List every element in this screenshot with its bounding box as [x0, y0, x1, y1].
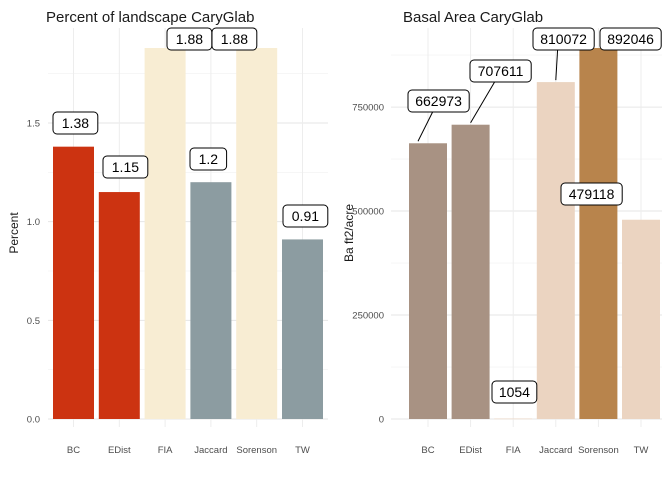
data-label: 1.15 [112, 159, 139, 175]
x-tick-label: FIA [506, 445, 521, 456]
x-tick-label: Sorenson [578, 445, 619, 456]
bar-edist [451, 124, 490, 419]
bar-edist [98, 192, 140, 419]
data-label: 0.91 [292, 208, 319, 224]
data-label: 707611 [478, 63, 524, 79]
y-tick-label: 1.5 [27, 118, 40, 129]
basal-area-chart-title: Basal Area CaryGlab [403, 9, 543, 26]
data-label-box [282, 204, 329, 228]
data-label: 662973 [415, 93, 462, 109]
bar-fia [144, 48, 186, 419]
bar-fia [494, 418, 533, 420]
bar-tw [282, 239, 323, 419]
y-tick-label: 250000 [352, 311, 384, 322]
data-label: 892046 [607, 31, 654, 47]
bar-sorenson [579, 48, 618, 419]
x-tick-label: Jaccard [539, 445, 572, 456]
data-label-box [52, 111, 99, 135]
x-tick-label: EDist [108, 445, 131, 456]
data-label-box [102, 155, 149, 179]
data-label-box [211, 27, 258, 51]
x-tick-label: Sorenson [236, 445, 277, 456]
x-tick-label: TW [634, 445, 649, 456]
bar-bc [53, 146, 94, 419]
data-label: 1.2 [199, 151, 219, 167]
data-label-box [560, 182, 623, 206]
data-label-box [407, 89, 470, 113]
y-tick-label: 750000 [352, 103, 384, 114]
x-tick-label: Jaccard [194, 445, 227, 456]
data-label-leader-line [555, 49, 559, 81]
x-tick-label: TW [295, 445, 310, 456]
bar-jaccard [536, 82, 575, 420]
bar-sorenson [236, 48, 278, 419]
data-label: 1.88 [176, 31, 203, 47]
data-label: 479118 [569, 186, 615, 202]
bar-jaccard [190, 182, 232, 419]
data-label-box [189, 147, 228, 171]
data-label: 1.38 [62, 115, 89, 131]
data-label-box [491, 380, 538, 404]
y-tick-label: 0 [379, 415, 384, 426]
data-label: 1054 [499, 384, 530, 400]
x-tick-label: BC [67, 445, 80, 456]
percent-chart-title: Percent of landscape CaryGlab [46, 9, 254, 26]
data-label: 1.88 [221, 31, 248, 47]
basal-area-panel: 0 250000 500000 750000 BC EDist FIA Jaccard Sore… [342, 9, 662, 456]
percent-panel: 0.0 0.5 1.0 1.5 BC EDist FIA Jaccard Sorenson TW 1… [7, 9, 329, 456]
y-tick-label: 500000 [352, 207, 384, 218]
data-label: 810072 [540, 31, 587, 47]
x-tick-label: EDist [459, 445, 482, 456]
data-label-leader-line [417, 111, 434, 142]
percent-y-axis-label: Percent [7, 212, 21, 254]
data-label-leader-line [470, 81, 496, 123]
data-label-box [599, 27, 662, 51]
y-tick-label: 0.5 [27, 316, 40, 327]
x-tick-label: FIA [158, 445, 173, 456]
bar-tw [622, 219, 660, 419]
basal-area-y-axis-label: Ba ft2/acre [342, 204, 356, 262]
y-tick-label: 1.0 [27, 217, 40, 228]
y-tick-label: 0.0 [27, 415, 40, 426]
x-tick-label: BC [421, 445, 434, 456]
bar-bc [409, 143, 447, 419]
data-label-box [469, 59, 532, 83]
data-label-box [532, 27, 595, 51]
